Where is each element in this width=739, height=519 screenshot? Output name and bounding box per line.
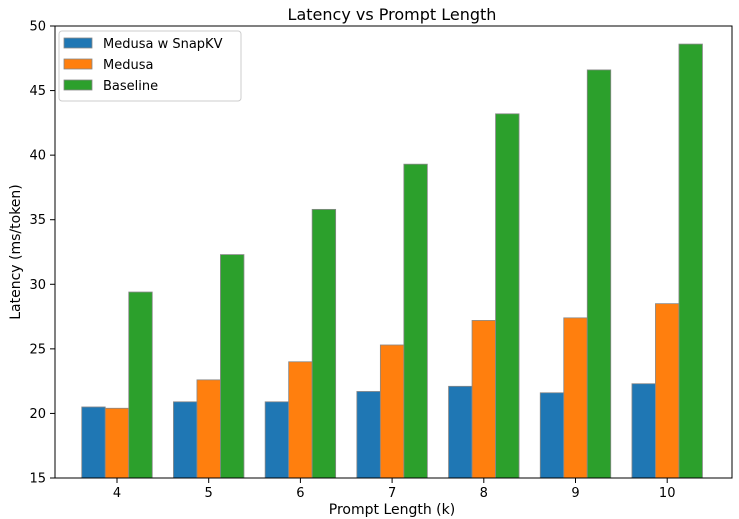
bar-baseline-5 xyxy=(220,254,245,479)
bar-medusa-w-snapkv-8 xyxy=(448,385,473,479)
bar-baseline-7 xyxy=(403,163,428,479)
bar-medusa-w-snapkv-4 xyxy=(81,406,106,479)
legend-swatch xyxy=(63,58,93,70)
chart-title: Latency vs Prompt Length xyxy=(288,5,497,24)
legend-box xyxy=(58,30,242,102)
y-tick-label: 25 xyxy=(29,342,46,357)
bar-medusa-8 xyxy=(471,320,496,479)
plot-frame xyxy=(54,25,733,479)
legend-label: Medusa w SnapKV xyxy=(103,37,223,52)
x-axis-ticks: 4 5 6 7 8 9 10 xyxy=(113,478,676,501)
bar-medusa-10 xyxy=(655,303,680,479)
legend-label: Medusa xyxy=(103,58,153,73)
x-tick-label: 10 xyxy=(659,486,676,501)
x-tick-label: 6 xyxy=(296,486,304,501)
bar-medusa-6 xyxy=(288,361,313,479)
y-tick-label: 35 xyxy=(29,213,46,228)
y-tick-label: 30 xyxy=(29,278,46,293)
x-axis-label: Prompt Length (k) xyxy=(329,502,455,518)
bar-medusa-w-snapkv-10 xyxy=(631,383,656,479)
y-tick-label: 50 xyxy=(29,20,46,35)
legend: Medusa w SnapKV Medusa Baseline xyxy=(58,30,242,102)
y-tick-label: 20 xyxy=(29,407,46,422)
y-axis-ticks: 15 20 25 30 35 40 45 50 xyxy=(29,20,55,487)
x-tick-label: 5 xyxy=(205,486,213,501)
bar-baseline-4 xyxy=(128,291,153,479)
y-tick-label: 40 xyxy=(29,149,46,164)
bar-baseline-9 xyxy=(586,69,612,479)
bars-group xyxy=(81,43,703,479)
y-tick-label: 15 xyxy=(29,472,46,487)
y-tick-label: 45 xyxy=(29,84,46,99)
bar-medusa-7 xyxy=(379,344,405,479)
bar-baseline-8 xyxy=(495,113,520,479)
legend-swatch xyxy=(63,79,93,91)
x-tick-label: 7 xyxy=(388,486,396,501)
bar-medusa-9 xyxy=(563,317,588,479)
bar-medusa-w-snapkv-5 xyxy=(173,401,198,479)
x-tick-label: 8 xyxy=(480,486,488,501)
bar-baseline-6 xyxy=(311,208,337,479)
bar-medusa-w-snapkv-7 xyxy=(356,391,381,479)
legend-swatch xyxy=(63,37,93,49)
bar-medusa-w-snapkv-9 xyxy=(539,392,565,479)
bar-medusa-4 xyxy=(104,407,130,479)
x-tick-label: 9 xyxy=(571,486,579,501)
bar-baseline-10 xyxy=(678,43,703,479)
legend-label: Baseline xyxy=(103,79,158,94)
bar-medusa-5 xyxy=(196,379,221,479)
x-tick-label: 4 xyxy=(113,486,121,501)
y-axis-label: Latency (ms/token) xyxy=(8,184,24,320)
bar-medusa-w-snapkv-6 xyxy=(264,401,290,479)
